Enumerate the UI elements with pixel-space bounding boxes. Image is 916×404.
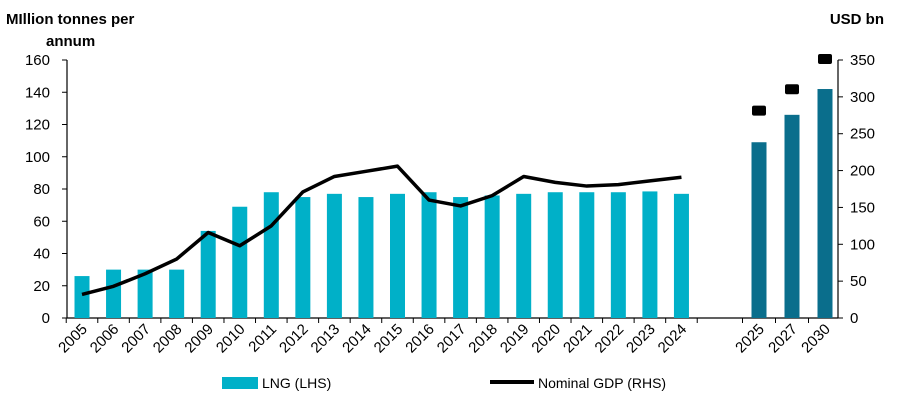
left-axis-title-line2: annum [46,33,95,50]
legend-line-label: Nominal GDP (RHS) [538,375,666,391]
right-tick-label: 200 [850,163,875,180]
right-tick-label: 100 [850,236,875,253]
x-tick-label: 2024 [655,321,691,357]
lng-bar [200,230,216,318]
x-tick-label: 2017 [434,321,470,357]
gdp-forecast-markers [752,54,832,116]
x-tick-label: 2009 [181,321,217,357]
left-tick-label: 160 [25,52,50,69]
gdp-line-group [81,164,682,297]
x-tick-label: 2022 [592,321,628,357]
x-tick-label: 2027 [765,321,801,357]
left-axis-title-line1: MIllion tonnes per [6,11,134,28]
lng-bar [484,195,500,318]
x-tick-label: 2018 [465,321,501,357]
lng-bar [106,269,122,318]
x-tick-label: 2013 [308,321,344,357]
x-tick-label: 2023 [623,321,659,357]
lng-bar [579,192,595,318]
x-axis-ticks: 2005200620072008200920102011201220132014… [55,318,834,356]
right-tick-label: 350 [850,52,875,69]
chart-legend: LNG (LHS) Nominal GDP (RHS) [222,375,666,391]
gdp-forecast-marker [785,84,799,95]
x-tick-label: 2008 [150,321,186,357]
x-tick-label: 2020 [528,321,564,357]
x-tick-label: 2019 [497,321,533,357]
lng-bar [169,269,185,318]
right-tick-label: 300 [850,89,875,106]
lng-bar [453,197,469,318]
lng-bar [326,193,342,318]
lng-bar [673,193,689,318]
x-tick-label: 2012 [276,321,312,357]
lng-bar [516,193,532,318]
x-tick-label: 2011 [245,321,280,356]
lng-bar [547,192,563,318]
lng-bar [784,114,800,318]
x-tick-label: 2016 [402,321,438,357]
x-tick-label: 2005 [55,321,91,357]
x-tick-label: 2007 [118,321,154,357]
lng-bar [390,193,405,318]
lng-bar [421,192,437,318]
x-tick-label: 2030 [798,321,834,357]
left-tick-label: 0 [42,310,50,327]
legend-bar-swatch [222,377,258,389]
lng-bar [295,197,311,318]
lng-bar [137,269,153,318]
gdp-line [81,164,682,297]
right-axis-title: USD bn [830,11,884,28]
x-tick-label: 2015 [371,321,407,357]
left-tick-label: 100 [25,149,50,166]
left-tick-label: 40 [33,246,50,263]
x-tick-label: 2021 [560,321,596,357]
left-tick-label: 60 [33,213,50,230]
lng-bar [751,142,767,318]
x-tick-label: 2014 [339,321,375,357]
lng-bar [74,276,90,318]
left-tick-label: 20 [33,278,50,295]
x-tick-label: 2010 [213,321,249,357]
lng-bar [642,191,658,318]
right-tick-label: 0 [850,310,858,327]
gdp-forecast-marker [818,54,832,64]
left-tick-label: 140 [25,84,50,101]
legend-bar-label: LNG (LHS) [262,375,331,391]
right-axis-ticks: 0 50 100 150 200 250 300 350 [838,52,875,327]
x-tick-label: 2025 [732,321,768,357]
lng-bar [817,89,833,319]
x-tick-label: 2006 [87,321,123,357]
gdp-forecast-marker [752,105,766,116]
lng-bar [263,192,279,318]
lng-bar [610,192,626,318]
right-tick-label: 150 [850,199,875,216]
lng-bar [358,197,374,318]
left-tick-label: 120 [25,117,50,134]
left-tick-label: 80 [33,181,50,198]
lng-bar [232,206,248,318]
right-tick-label: 250 [850,126,875,143]
left-axis-ticks: 0 20 40 60 80 100 120 140 160 [25,52,67,327]
right-tick-label: 50 [850,273,867,290]
